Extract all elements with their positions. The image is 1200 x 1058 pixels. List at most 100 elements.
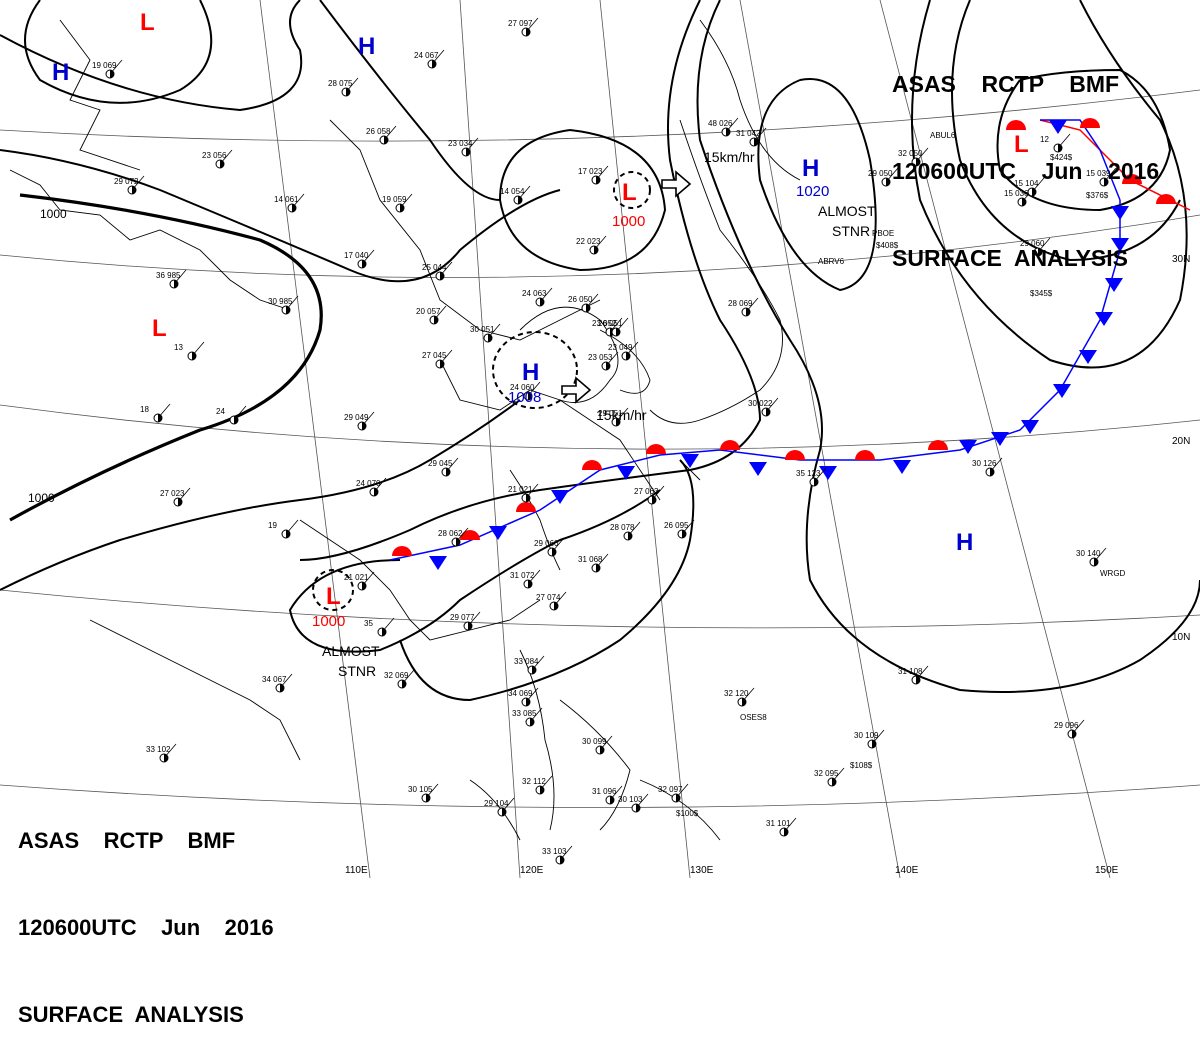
station-value: 29 072 bbox=[114, 177, 139, 186]
station-value: 32 069 bbox=[384, 671, 409, 680]
header-line-3: SURFACE ANALYSIS bbox=[18, 1000, 274, 1029]
isobar-label: 1000 bbox=[40, 207, 67, 221]
lat-label: 20N bbox=[1172, 436, 1190, 447]
station-value: 23 034 bbox=[448, 139, 473, 148]
station-value: 31 108 bbox=[898, 667, 923, 676]
station-value: 31 068 bbox=[578, 555, 603, 564]
station-value: 30 051 bbox=[470, 325, 495, 334]
header-line-1: ASAS RCTP BMF bbox=[892, 70, 1159, 99]
chart-header-top-right: ASAS RCTP BMF 120600UTC Jun 2016 SURFACE… bbox=[892, 12, 1159, 302]
station-id: $100$ bbox=[676, 809, 699, 818]
station-value: 30 109 bbox=[854, 731, 879, 740]
station-value: 17 023 bbox=[578, 167, 603, 176]
station-id: $108$ bbox=[850, 761, 873, 770]
station-value: 24 070 bbox=[356, 479, 381, 488]
header-line-2: 120600UTC Jun 2016 bbox=[892, 157, 1159, 186]
lon-label: 150E bbox=[1095, 865, 1119, 876]
station-value: 29 104 bbox=[484, 799, 509, 808]
station-value: 19 bbox=[268, 521, 277, 530]
station-value: 28 075 bbox=[328, 79, 353, 88]
speed-label: 15km/hr bbox=[596, 407, 647, 423]
stnr-label: STNR bbox=[338, 663, 376, 679]
station-value: 31 072 bbox=[510, 571, 535, 580]
header-line-3: SURFACE ANALYSIS bbox=[892, 244, 1159, 273]
station-value: 32 097 bbox=[658, 785, 683, 794]
station-value: 33 085 bbox=[512, 709, 537, 718]
station-id: PBOE bbox=[872, 229, 894, 238]
lon-label: 140E bbox=[895, 865, 919, 876]
station-value: 29 060 bbox=[534, 539, 559, 548]
station-value: 36 985 bbox=[156, 271, 181, 280]
station-value: 27 023 bbox=[160, 489, 185, 498]
high-center: H bbox=[52, 59, 69, 86]
station-id: OSES8 bbox=[740, 713, 767, 722]
station-value: 26 050 bbox=[568, 295, 593, 304]
station-value: 14 054 bbox=[500, 187, 525, 196]
station-value: 31 042 bbox=[736, 129, 761, 138]
station-value: 14 061 bbox=[274, 195, 299, 204]
lat-label: 30N bbox=[1172, 254, 1190, 265]
station-value: 26 051 bbox=[598, 319, 623, 328]
high-center: H bbox=[802, 155, 819, 182]
station-value: 31 101 bbox=[766, 819, 791, 828]
station-value: 23 056 bbox=[202, 151, 227, 160]
stnr-label: ALMOST bbox=[322, 643, 380, 659]
station-value: 30 140 bbox=[1076, 549, 1101, 558]
station-value: 31 096 bbox=[592, 787, 617, 796]
station-value: 26 058 bbox=[366, 127, 391, 136]
station-value: 28 062 bbox=[438, 529, 463, 538]
station-value: 32 112 bbox=[522, 777, 546, 786]
station-value: 30 126 bbox=[972, 459, 997, 468]
station-value: 21 021 bbox=[508, 485, 533, 494]
high-center: H bbox=[522, 359, 539, 386]
station-value: 29 050 bbox=[868, 169, 893, 178]
station-value: 29 045 bbox=[428, 459, 453, 468]
station-value: 19 059 bbox=[382, 195, 407, 204]
low-center: L bbox=[326, 583, 341, 610]
station-value: 21 021 bbox=[344, 573, 369, 582]
low-center: L bbox=[622, 179, 637, 206]
station-value: 29 077 bbox=[450, 613, 475, 622]
station-value: 30 105 bbox=[408, 785, 433, 794]
speed-label: 15km/hr bbox=[704, 149, 755, 165]
stnr-label: ALMOST bbox=[818, 203, 876, 219]
station-value: 27 063 bbox=[634, 487, 659, 496]
high-center: H bbox=[358, 33, 375, 60]
lon-label: 130E bbox=[690, 865, 714, 876]
station-value: 32 120 bbox=[724, 689, 749, 698]
station-value: 33 103 bbox=[542, 847, 567, 856]
station-value: 19 069 bbox=[92, 61, 117, 70]
station-value: 33 102 bbox=[146, 745, 171, 754]
station-value: 48 026 bbox=[708, 119, 733, 128]
station-value: 27 045 bbox=[422, 351, 447, 360]
low-value: 1000 bbox=[612, 213, 645, 230]
station-value: 35 123 bbox=[796, 469, 821, 478]
low-value: 1000 bbox=[312, 613, 345, 630]
station-value: 27 074 bbox=[536, 593, 561, 602]
station-value: 34 067 bbox=[262, 675, 287, 684]
station-value: 34 069 bbox=[508, 689, 533, 698]
high-value: 1020 bbox=[796, 183, 829, 200]
station-value: 24 067 bbox=[414, 51, 439, 60]
high-center: H bbox=[956, 529, 973, 556]
station-id: WRGD bbox=[1100, 569, 1126, 578]
station-value: 25 044 bbox=[422, 263, 447, 272]
lon-label: 110E bbox=[345, 865, 368, 876]
station-id: ABRV6 bbox=[818, 257, 845, 266]
station-value: 33 084 bbox=[514, 657, 539, 666]
station-value: 24 063 bbox=[522, 289, 547, 298]
station-value: 22 023 bbox=[576, 237, 601, 246]
station-value: 27 097 bbox=[508, 19, 533, 28]
station-value: 30 103 bbox=[618, 795, 643, 804]
stnr-label: STNR bbox=[832, 223, 870, 239]
station-value: 29 096 bbox=[1054, 721, 1079, 730]
station-value: 30 022 bbox=[748, 399, 773, 408]
isobar-label: 1000 bbox=[28, 491, 55, 505]
station-value: 28 078 bbox=[610, 523, 635, 532]
header-line-1: ASAS RCTP BMF bbox=[18, 826, 274, 855]
station-value: 35 bbox=[364, 619, 373, 628]
station-value: 28 069 bbox=[728, 299, 753, 308]
header-line-2: 120600UTC Jun 2016 bbox=[18, 913, 274, 942]
station-value: 23 049 bbox=[608, 343, 633, 352]
low-center: L bbox=[140, 9, 155, 36]
